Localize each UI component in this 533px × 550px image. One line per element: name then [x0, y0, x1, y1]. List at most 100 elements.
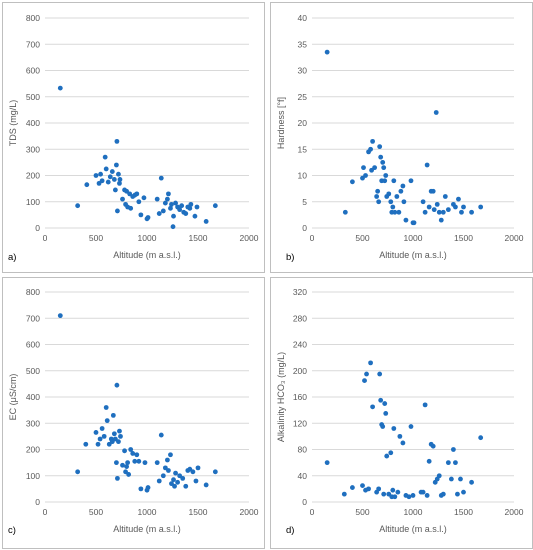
data-point [103, 405, 109, 410]
y-tick-label: 20 [298, 118, 308, 128]
data-point [456, 196, 461, 202]
y-tick-label: 200 [26, 171, 40, 181]
data-point [105, 179, 111, 185]
data-point [383, 173, 389, 178]
data-point [97, 436, 103, 442]
data-point [401, 199, 407, 205]
y-tick-label: 15 [298, 144, 308, 154]
data-point [375, 188, 381, 194]
data-point [203, 482, 209, 488]
data-point [103, 166, 109, 172]
data-point [128, 447, 134, 452]
data-point [455, 491, 460, 497]
data-point [350, 179, 355, 185]
data-point [478, 435, 484, 441]
data-point [424, 493, 430, 498]
panel-label: b) [286, 252, 294, 263]
data-point [370, 138, 375, 144]
data-point [426, 458, 432, 464]
y-tick-label: 700 [26, 39, 40, 49]
data-point [382, 178, 388, 184]
y-tick-label: 5 [302, 197, 307, 207]
data-point [392, 209, 398, 215]
y-tick-label: 10 [298, 171, 308, 181]
data-point [110, 412, 116, 418]
data-point [99, 426, 105, 431]
data-point [430, 188, 436, 194]
x-tick-label: 1000 [138, 233, 157, 243]
data-point [440, 491, 446, 497]
y-tick-label: 400 [26, 392, 40, 402]
data-point [388, 450, 394, 456]
data-point [111, 177, 117, 182]
y-tick-label: 500 [26, 92, 40, 102]
y-tick-label: 40 [298, 13, 308, 23]
data-point [469, 209, 474, 215]
y-tick-label: 200 [26, 445, 40, 455]
data-point [400, 440, 406, 446]
x-tick-label: 0 [310, 233, 315, 243]
data-point [166, 468, 171, 473]
x-tick-label: 500 [355, 507, 369, 517]
data-point [461, 204, 466, 210]
y-tick-label: 100 [26, 197, 40, 207]
data-point [168, 205, 173, 211]
data-point [392, 494, 398, 500]
data-point [324, 49, 330, 55]
data-point [84, 182, 90, 188]
x-tick-label: 1000 [404, 233, 423, 243]
data-point [459, 209, 464, 215]
y-tick-label: 0 [35, 223, 40, 233]
data-point [453, 460, 458, 466]
x-tick-label: 1500 [189, 233, 208, 243]
data-point [380, 424, 386, 429]
data-point [408, 424, 414, 429]
data-point [190, 469, 196, 475]
y-tick-label: 25 [298, 92, 308, 102]
data-point [95, 441, 101, 447]
y-tick-label: 40 [298, 471, 308, 481]
data-point [388, 199, 394, 205]
data-point [203, 219, 209, 224]
y-axis-title: Hardness [°f] [276, 97, 286, 149]
x-tick-label: 2000 [240, 233, 259, 243]
data-point [57, 313, 63, 319]
data-point [175, 479, 181, 485]
data-point [384, 453, 390, 459]
data-point [411, 220, 417, 226]
data-point [75, 469, 81, 475]
data-point [422, 209, 428, 215]
y-tick-label: 600 [26, 340, 40, 350]
y-tick-label: 800 [26, 13, 40, 23]
data-point [187, 205, 193, 211]
data-point [448, 476, 454, 482]
data-point [420, 199, 426, 205]
data-point [391, 426, 397, 431]
data-point [212, 469, 218, 475]
data-point [112, 187, 118, 193]
panel-label: c) [8, 525, 16, 536]
data-point [173, 470, 178, 476]
data-point [453, 204, 458, 210]
x-tick-label: 2000 [505, 233, 524, 243]
data-point [170, 224, 176, 230]
data-point [162, 200, 168, 206]
data-point [122, 448, 127, 454]
data-point [366, 486, 371, 492]
data-point [154, 196, 160, 202]
y-tick-label: 120 [293, 418, 307, 428]
x-tick-label: 2000 [505, 507, 524, 517]
panel-label: d) [286, 525, 294, 536]
data-point [141, 195, 147, 201]
data-point [114, 460, 119, 466]
data-point [383, 411, 389, 416]
data-point [395, 489, 401, 495]
data-point [408, 178, 414, 184]
chart-panel-2: 0 5 10 15 20 25 30 35 40 0 500 1000 1500 2000 Altitude… [270, 2, 533, 273]
data-point [165, 457, 170, 463]
x-tick-label: 1500 [189, 507, 208, 517]
y-axis-title: EC (μS/cm) [8, 374, 18, 421]
data-point [193, 478, 199, 484]
data-point [158, 432, 164, 438]
